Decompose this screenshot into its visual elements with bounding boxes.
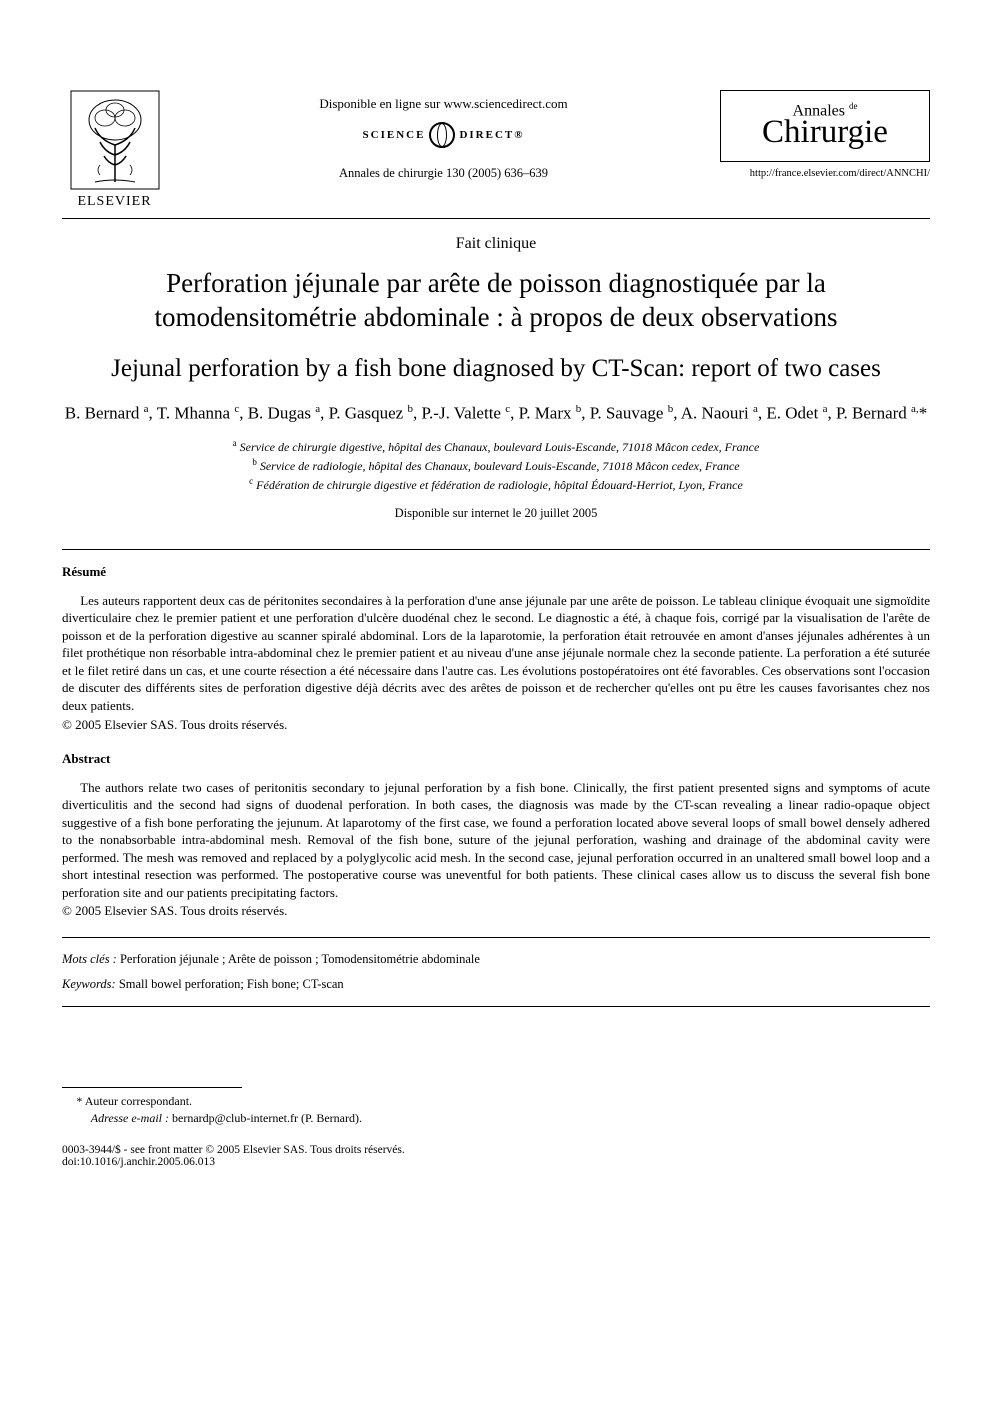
center-header: Disponible en ligne sur www.sciencedirec… xyxy=(167,90,720,181)
page-container: ELSEVIER Disponible en ligne sur www.sci… xyxy=(0,0,992,1218)
header-rule xyxy=(62,218,930,219)
corresponding-email: Adresse e-mail : bernardp@club-internet.… xyxy=(91,1111,930,1126)
publication-line: 0003-3944/$ - see front matter © 2005 El… xyxy=(62,1144,930,1156)
corresponding-author: * Auteur correspondant. xyxy=(76,1094,930,1109)
keywords-label: Keywords: xyxy=(62,977,116,991)
resume-body: Les auteurs rapportent deux cas de périt… xyxy=(62,592,930,715)
journal-citation: Annales de chirurgie 130 (2005) 636–639 xyxy=(167,166,720,181)
resume-copyright: © 2005 Elsevier SAS. Tous droits réservé… xyxy=(62,717,930,733)
elsevier-tree-icon xyxy=(70,90,160,190)
sd-text-right: DIRECT® xyxy=(459,129,524,141)
sciencedirect-logo: SCIENCE DIRECT® xyxy=(167,122,720,148)
section-rule-2 xyxy=(62,937,930,938)
publisher-name: ELSEVIER xyxy=(62,194,167,210)
affiliation-a-text: Service de chirurgie digestive, hôpital … xyxy=(240,440,760,454)
abstract-copyright: © 2005 Elsevier SAS. Tous droits réservé… xyxy=(62,903,930,919)
affiliation-b: b Service de radiologie, hôpital des Cha… xyxy=(62,456,930,475)
affiliations: a Service de chirurgie digestive, hôpita… xyxy=(62,437,930,493)
journal-logo-main: Chirurgie xyxy=(729,116,921,149)
email-value: bernardp@club-internet.fr (P. Bernard). xyxy=(172,1111,362,1125)
article-type: Fait clinique xyxy=(62,235,930,253)
publisher-block: ELSEVIER xyxy=(62,90,167,210)
affiliation-c: c Fédération de chirurgie digestive et f… xyxy=(62,475,930,494)
section-rule-1 xyxy=(62,549,930,550)
authors: B. Bernard a, T. Mhanna c, B. Dugas a, P… xyxy=(62,402,930,426)
mots-cles-line: Mots clés : Perforation jéjunale ; Arête… xyxy=(62,952,930,967)
footnote-rule xyxy=(62,1087,242,1088)
keywords-line: Keywords: Small bowel perforation; Fish … xyxy=(62,977,930,992)
mots-cles-text: Perforation jéjunale ; Arête de poisson … xyxy=(120,952,480,966)
keywords-text: Small bowel perforation; Fish bone; CT-s… xyxy=(119,977,344,991)
affiliation-c-text: Fédération de chirurgie digestive et féd… xyxy=(256,478,743,492)
online-date: Disponible sur internet le 20 juillet 20… xyxy=(62,506,930,521)
abstract-body: The authors relate two cases of peritoni… xyxy=(62,779,930,902)
title-english: Jejunal perforation by a fish bone diagn… xyxy=(62,353,930,384)
abstract-heading: Abstract xyxy=(62,751,930,767)
journal-de: de xyxy=(849,101,858,111)
resume-heading: Résumé xyxy=(62,564,930,580)
journal-url: http://france.elsevier.com/direct/ANNCHI… xyxy=(720,168,930,179)
title-french: Perforation jéjunale par arête de poisso… xyxy=(62,267,930,335)
journal-logo-block: Annales de Chirurgie http://france.elsev… xyxy=(720,90,930,179)
online-availability: Disponible en ligne sur www.sciencedirec… xyxy=(167,96,720,112)
doi-line: doi:10.1016/j.anchir.2005.06.013 xyxy=(62,1156,930,1168)
journal-logo-box: Annales de Chirurgie xyxy=(720,90,930,162)
affiliation-b-text: Service de radiologie, hôpital des Chana… xyxy=(260,459,740,473)
globe-icon xyxy=(429,122,455,148)
email-label: Adresse e-mail : xyxy=(91,1111,169,1125)
affiliation-a: a Service de chirurgie digestive, hôpita… xyxy=(62,437,930,456)
mots-cles-label: Mots clés : xyxy=(62,952,117,966)
sd-text-left: SCIENCE xyxy=(363,129,426,141)
header-row: ELSEVIER Disponible en ligne sur www.sci… xyxy=(62,90,930,210)
section-rule-3 xyxy=(62,1006,930,1007)
